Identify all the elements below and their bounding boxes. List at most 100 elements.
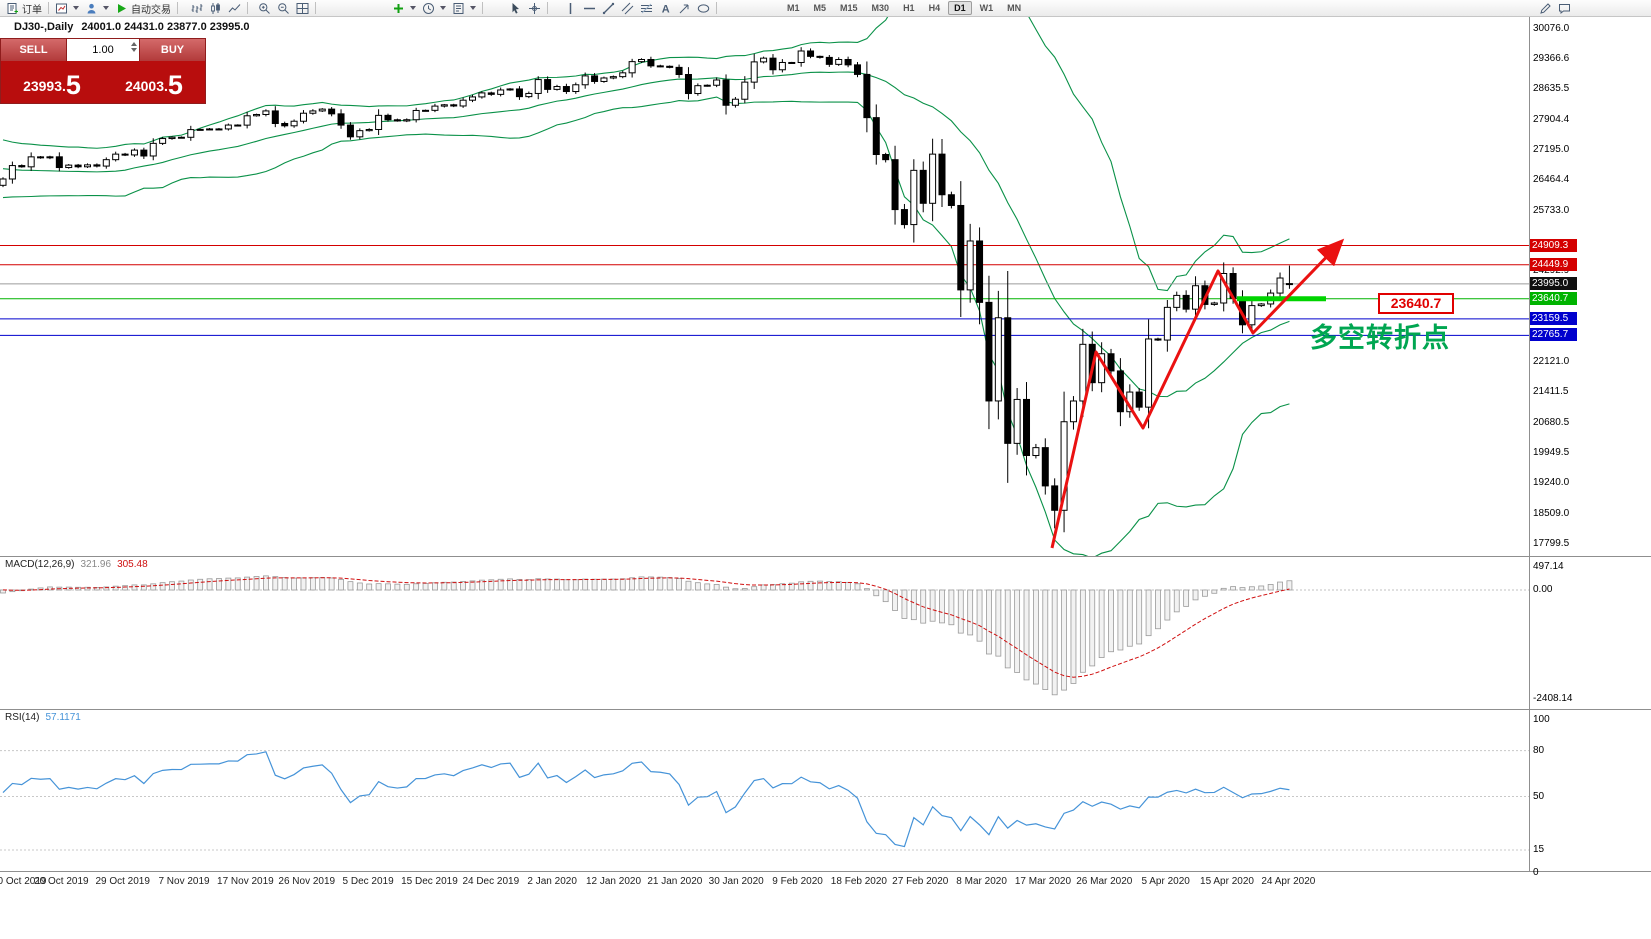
timeframe-M5[interactable]: M5: [813, 3, 827, 13]
autotrading-button[interactable]: 自动交易: [112, 1, 174, 16]
timeframe-MN[interactable]: MN: [1007, 3, 1022, 13]
toolbar-separator: [482, 2, 483, 14]
candle-body: [27, 156, 35, 168]
volume-spinner[interactable]: [131, 42, 137, 52]
horizontal-line-button[interactable]: [580, 1, 599, 16]
macd-bar: [1220, 587, 1227, 591]
tile-windows-button[interactable]: [293, 1, 312, 16]
one-click-trading-panel: SELL 1.00 BUY 23993. 5 24003. 5: [0, 38, 206, 104]
panel-separator[interactable]: [0, 709, 1651, 710]
line-chart-button[interactable]: [225, 1, 244, 16]
vertical-line-button[interactable]: [561, 1, 580, 16]
macd-bar: [685, 580, 692, 591]
timeframe-M15[interactable]: M15: [840, 3, 858, 13]
cursor-button[interactable]: [506, 1, 525, 16]
macd-bar: [84, 586, 91, 591]
candle-body: [149, 142, 157, 157]
candle-body: [431, 105, 439, 111]
panel-separator[interactable]: [0, 556, 1651, 557]
macd-bar: [1230, 586, 1236, 591]
zoom-out-button[interactable]: [274, 1, 293, 16]
macd-bar: [638, 576, 645, 591]
main-chart-panel[interactable]: DJ30-,Daily 24001.0 24431.0 23877.0 23995…: [0, 17, 1651, 556]
timeframe-W1[interactable]: W1: [979, 3, 994, 13]
candle-body: [731, 98, 739, 106]
candle-body: [1145, 338, 1153, 408]
sell-button[interactable]: SELL: [1, 39, 67, 61]
chat-button[interactable]: [1555, 1, 1574, 16]
date-axis-label: 5 Dec 2019: [342, 876, 394, 887]
candle-body: [18, 165, 26, 168]
bar-chart-button[interactable]: [187, 1, 206, 16]
spinner-up-icon[interactable]: [131, 42, 137, 46]
macd-bar: [216, 578, 222, 591]
toolbar-separator: [716, 2, 717, 14]
zoom-in-button[interactable]: [255, 1, 274, 16]
candle-body: [741, 81, 749, 100]
macd-bar: [873, 589, 880, 597]
candle-body: [121, 153, 129, 156]
macd-bar: [1183, 589, 1190, 607]
candle-body: [1004, 317, 1012, 444]
candle-body: [713, 79, 721, 86]
macd-bar: [676, 578, 682, 591]
macd-bar: [788, 582, 795, 591]
candle-body: [93, 164, 101, 167]
volume-field[interactable]: 1.00: [67, 39, 139, 61]
macd-bar: [845, 581, 851, 591]
candle-body: [1154, 338, 1162, 341]
buy-button[interactable]: BUY: [139, 39, 205, 61]
candle-body: [985, 301, 993, 402]
timeframe-D1[interactable]: D1: [948, 1, 972, 15]
text-label-button[interactable]: A: [656, 1, 675, 16]
date-axis-label: 15 Apr 2020: [1200, 876, 1254, 887]
candle-body: [675, 66, 683, 76]
timeframe-M30[interactable]: M30: [871, 3, 890, 13]
equidistant-channel-button[interactable]: [618, 1, 637, 16]
timeframe-M1[interactable]: M1: [787, 3, 800, 13]
fibonacci-button[interactable]: [637, 1, 656, 16]
sell-price-main: 23993.: [23, 78, 66, 94]
candle-body: [722, 79, 730, 106]
macd-bar: [356, 582, 363, 591]
shapes-button[interactable]: [694, 1, 713, 16]
sell-price[interactable]: 23993. 5: [1, 61, 103, 103]
main-toolbar: 订单 自动交易 A M1 M5 M15 M30 H1 H4 D1 W1 MN: [0, 0, 1651, 17]
rsi-value: 57.1171: [45, 712, 81, 723]
macd-bar: [929, 589, 936, 622]
macd-bar: [516, 578, 523, 591]
new-chart-icon: [56, 3, 67, 13]
macd-bar: [432, 582, 438, 591]
profiles-button[interactable]: [82, 1, 112, 16]
periods-button[interactable]: [419, 1, 449, 16]
candle-body: [957, 204, 965, 291]
macd-bar: [648, 576, 654, 591]
add-indicator-button[interactable]: [389, 1, 419, 16]
macd-bar: [422, 582, 429, 591]
pencil-button[interactable]: [1536, 1, 1555, 16]
macd-bar: [375, 583, 382, 591]
buy-price[interactable]: 24003. 5: [103, 61, 205, 103]
trendline-button[interactable]: [599, 1, 618, 16]
macd-bar: [1023, 589, 1030, 681]
candle-body: [872, 117, 880, 156]
candle-body: [1079, 343, 1087, 402]
timeframe-H4[interactable]: H4: [928, 3, 941, 13]
candle-body: [130, 149, 138, 156]
candle-body: [206, 128, 214, 131]
arrows-button[interactable]: [675, 1, 694, 16]
timeframe-H1[interactable]: H1: [903, 3, 915, 13]
new-chart-button[interactable]: [52, 1, 82, 16]
new-order-button[interactable]: 订单: [3, 1, 45, 16]
candle-body: [628, 61, 636, 74]
candle-body: [243, 115, 251, 126]
macd-bar: [1098, 589, 1105, 658]
price-level-flag[interactable]: 23640.7: [1378, 293, 1454, 314]
macd-bar: [309, 577, 316, 591]
templates-button[interactable]: [449, 1, 479, 16]
spinner-down-icon[interactable]: [131, 48, 137, 52]
candlestick-chart-button[interactable]: [206, 1, 225, 16]
crosshair-button[interactable]: [525, 1, 544, 16]
candle-body: [65, 164, 73, 169]
